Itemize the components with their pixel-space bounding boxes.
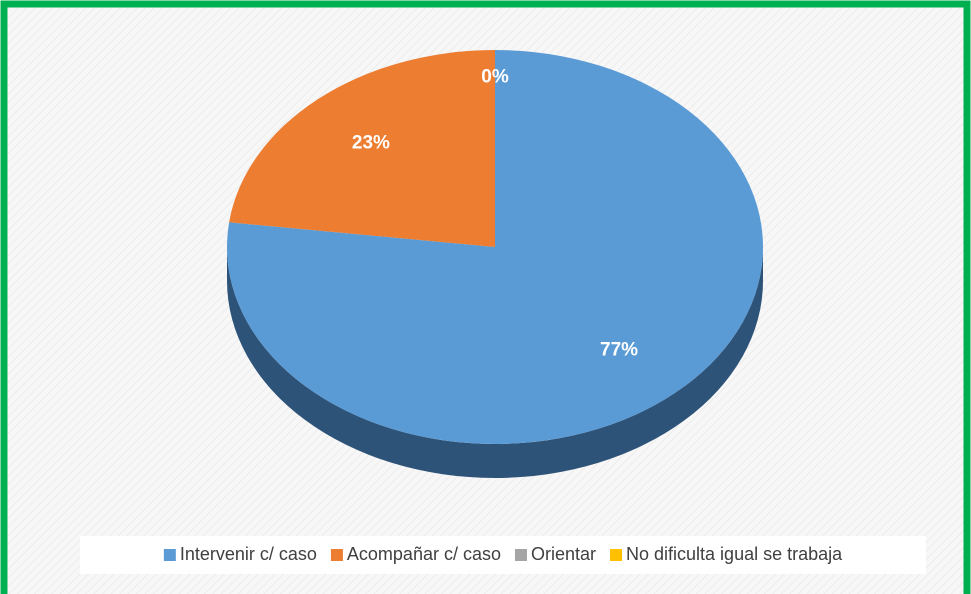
legend-label: Acompañar c/ caso xyxy=(347,544,501,564)
pie-side xyxy=(227,247,763,478)
legend-swatch xyxy=(514,549,527,561)
legend-label: Intervenir c/ caso xyxy=(180,544,317,564)
legend-box xyxy=(80,536,926,574)
legend-swatch xyxy=(330,549,343,561)
legend-swatch xyxy=(610,549,623,561)
data-label: 77% xyxy=(600,339,638,360)
pie-slice xyxy=(227,50,764,444)
legend-label: No dificulta igual se trabaja xyxy=(626,544,843,564)
data-label: 23% xyxy=(352,133,390,154)
legend-label: Orientar xyxy=(531,544,596,564)
pie-slice xyxy=(229,50,495,247)
legend-swatch xyxy=(163,549,176,561)
data-label: 0% xyxy=(481,67,509,88)
